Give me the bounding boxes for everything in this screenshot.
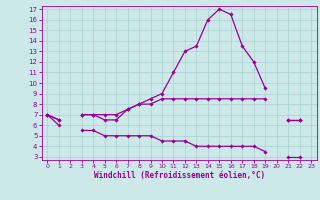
X-axis label: Windchill (Refroidissement éolien,°C): Windchill (Refroidissement éolien,°C) xyxy=(94,171,265,180)
